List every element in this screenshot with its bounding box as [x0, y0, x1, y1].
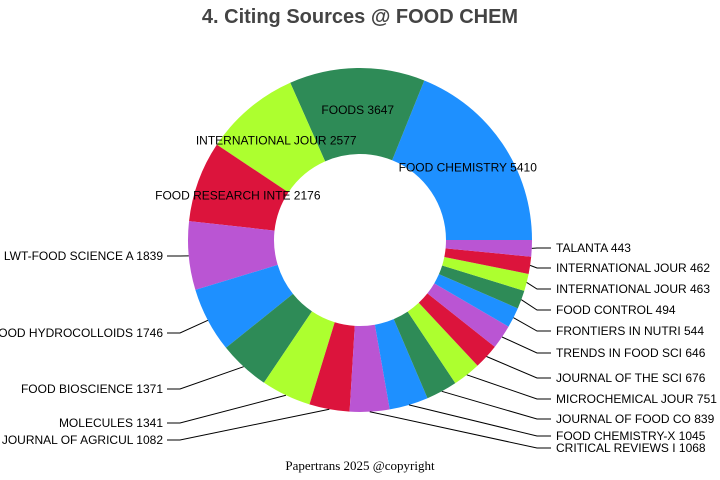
slice-label-14: TRENDS IN FOOD SCI 646: [556, 346, 706, 360]
leader-line-12: [466, 374, 551, 400]
chart-title: 4. Citing Sources @ FOOD CHEM: [201, 6, 519, 28]
wedge-14: [427, 283, 509, 347]
copyright-footer: Papertrans 2025 @copyright: [285, 458, 435, 473]
slice-label-16: FOOD CONTROL 494: [556, 303, 676, 317]
wedge-13: [418, 293, 495, 366]
slice-label-7: MOLECULES 1341: [59, 416, 163, 430]
leader-line-15: [513, 317, 551, 332]
wedge-0: [392, 80, 532, 240]
leader-line-18: [529, 264, 551, 269]
wedge-12: [407, 302, 478, 384]
leader-line-16: [521, 299, 551, 311]
wedge-6: [225, 293, 312, 383]
leader-line-6: [167, 366, 244, 390]
wedge-11: [393, 311, 456, 399]
leader-line-13: [486, 356, 551, 379]
leader-line-17: [526, 282, 551, 290]
slice-label-6: FOOD BIOSCIENCE 1371: [21, 382, 163, 396]
wedge-8: [309, 322, 355, 412]
slice-label-5: FOOD HYDROCOLLOIDS 1746: [0, 326, 163, 340]
slice-label-19: TALANTA 443: [556, 241, 631, 255]
leader-line-10: [408, 404, 551, 437]
wedge-15: [434, 274, 518, 327]
leader-line-11: [441, 390, 551, 420]
slice-label-3: FOOD RESEARCH INTE 2176: [155, 189, 321, 203]
slice-label-0: FOOD CHEMISTRY 5410: [399, 160, 538, 174]
slice-label-8: JOURNAL OF AGRICUL 1082: [2, 433, 163, 447]
leader-line-8: [167, 408, 330, 441]
wedge-16: [438, 265, 525, 309]
slice-label-13: JOURNAL OF THE SCI 676: [556, 371, 706, 385]
wedge-10: [374, 319, 428, 410]
wedge-3: [189, 144, 289, 231]
wedge-9: [349, 324, 390, 413]
wedge-2: [216, 82, 326, 193]
wedge-1: [290, 67, 425, 162]
wedge-17: [442, 256, 529, 291]
leader-line-7: [167, 394, 287, 424]
leader-line-9: [369, 411, 551, 449]
wedge-18: [444, 248, 532, 274]
wedge-19: [445, 240, 532, 257]
leader-line-14: [501, 336, 551, 354]
wedge-4: [188, 221, 278, 290]
slice-label-10: FOOD CHEMISTRY-X 1045: [556, 429, 706, 443]
slice-label-1: FOODS 3647: [321, 103, 394, 117]
slice-label-12: MICROCHEMICAL JOUR 751: [556, 392, 717, 406]
slice-label-15: FRONTIERS IN NUTRI 544: [556, 324, 704, 338]
slice-label-11: JOURNAL OF FOOD CO 839: [556, 412, 715, 426]
slice-label-9: CRITICAL REVIEWS I 1068: [556, 441, 706, 455]
wedge-7: [263, 311, 335, 405]
slice-label-2: INTERNATIONAL JOUR 2577: [196, 134, 357, 148]
slice-label-17: INTERNATIONAL JOUR 463: [556, 282, 710, 296]
slice-label-18: INTERNATIONAL JOUR 462: [556, 261, 710, 275]
leader-line-5: [167, 319, 209, 334]
slice-label-4: LWT-FOOD SCIENCE A 1839: [4, 249, 163, 263]
wedge-5: [195, 264, 293, 348]
